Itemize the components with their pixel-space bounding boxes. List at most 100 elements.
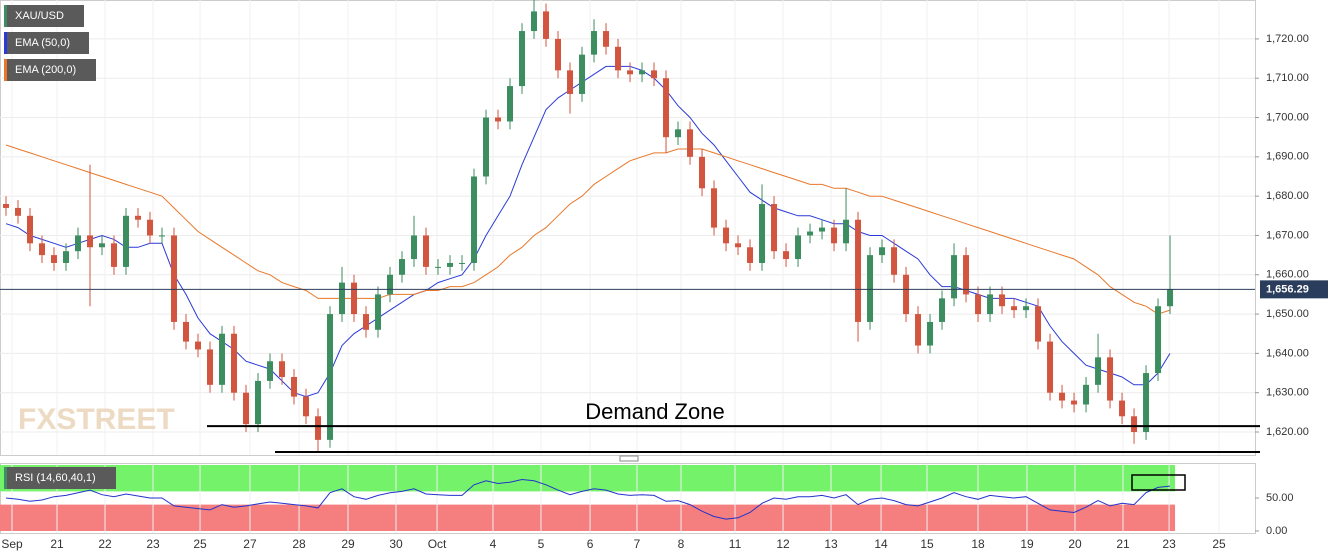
candle-body — [279, 361, 286, 377]
x-tick-label: 7 — [634, 537, 641, 551]
candle-body — [855, 219, 862, 322]
last-price-label: 1,656.29 — [1266, 283, 1309, 295]
candle-body — [771, 204, 778, 252]
pane-divider-handle[interactable] — [619, 455, 639, 462]
x-tick-label: 25 — [1212, 537, 1226, 551]
y-tick-label: 0.00 — [1266, 525, 1287, 537]
candle-body — [735, 243, 742, 248]
x-tick-label: 23 — [1162, 537, 1176, 551]
candle-body — [627, 70, 634, 75]
x-tick-label: 21 — [50, 537, 64, 551]
candle-body — [603, 31, 610, 47]
y-tick-label: 1,620.00 — [1266, 426, 1309, 438]
candle-body — [615, 46, 622, 71]
x-tick-label: 14 — [874, 537, 888, 551]
oversold-zone — [0, 504, 1176, 531]
x-tick-label: 29 — [341, 537, 355, 551]
legend-label: XAU/USD — [15, 10, 64, 22]
candle-body — [723, 227, 730, 244]
candle-body — [291, 376, 298, 397]
x-tick-label: 11 — [729, 537, 742, 551]
candle-body — [987, 294, 994, 315]
candle-body — [123, 215, 130, 267]
x-tick-label: 18 — [971, 537, 985, 551]
ema-line — [5, 144, 1171, 315]
y-tick-label: 1,640.00 — [1266, 347, 1309, 359]
legend-swatch — [4, 467, 7, 489]
x-tick-label: 22 — [98, 537, 112, 551]
candle-body — [975, 294, 982, 315]
legend-label: RSI (14,60,40,1) — [15, 472, 96, 484]
candle-body — [699, 156, 706, 189]
candle-body — [375, 294, 382, 330]
candle-body — [951, 255, 958, 299]
candle-body — [843, 219, 850, 244]
candle-body — [1059, 392, 1066, 401]
annotation: Demand Zone — [585, 399, 724, 424]
candle-body — [27, 215, 34, 244]
candle-body — [159, 235, 166, 237]
candle-body — [807, 231, 814, 236]
candle-body — [939, 298, 946, 322]
candle-body — [867, 255, 874, 322]
y-tick-label: 1,680.00 — [1266, 190, 1309, 202]
legend-label: EMA (200,0) — [15, 64, 76, 76]
candle-body — [1095, 357, 1102, 385]
y-tick-label: 1,630.00 — [1266, 387, 1309, 399]
candle-body — [903, 274, 910, 315]
x-tick-label: Oct — [428, 537, 447, 551]
candle-body — [195, 341, 202, 350]
candle-body — [531, 11, 538, 32]
candle-body — [171, 235, 178, 322]
candle-body — [267, 361, 274, 381]
x-tick-label: 30 — [389, 537, 403, 551]
candle-body — [1107, 357, 1114, 401]
last-price-box — [1260, 280, 1328, 299]
x-tick-label: 27 — [243, 537, 257, 551]
y-tick-label: 1,650.00 — [1266, 308, 1309, 320]
y-tick-label: 1,660.00 — [1266, 269, 1309, 281]
candle-body — [915, 314, 922, 346]
candle-body — [51, 255, 58, 263]
legend-box — [4, 467, 116, 489]
x-tick-label: 15 — [920, 537, 934, 551]
candle-body — [231, 333, 238, 393]
candle-body — [111, 243, 118, 267]
candle-body — [1119, 400, 1126, 417]
candle-body — [543, 11, 550, 39]
candle-body — [927, 321, 934, 346]
candle-body — [1047, 341, 1054, 393]
candle-body — [399, 259, 406, 275]
candle-body — [651, 70, 658, 79]
candle-body — [255, 380, 262, 425]
x-tick-label: 8 — [678, 537, 685, 551]
candle-body — [891, 247, 898, 275]
y-tick-label: 1,720.00 — [1266, 33, 1309, 45]
legend-swatch — [4, 59, 7, 81]
candle-body — [1023, 306, 1030, 311]
candle-body — [327, 314, 334, 440]
legend-swatch — [4, 32, 7, 54]
candle-body — [579, 54, 586, 94]
candle-body — [387, 274, 394, 295]
candle-body — [15, 207, 22, 216]
y-tick-label: 50.00 — [1266, 492, 1294, 504]
candle-body — [207, 349, 214, 385]
x-tick-label: 23 — [146, 537, 160, 551]
x-tick-label: 5 — [538, 537, 545, 551]
candle-body — [963, 255, 970, 295]
legend-swatch — [4, 5, 7, 27]
candle-body — [219, 333, 226, 385]
candle-body — [363, 314, 370, 330]
candle-body — [1131, 416, 1138, 433]
candle-body — [63, 251, 70, 263]
candle-body — [783, 251, 790, 260]
candle-body — [747, 247, 754, 263]
candle-body — [519, 31, 526, 87]
x-tick-label: 12 — [776, 537, 790, 551]
highlight-box — [1131, 474, 1186, 491]
candle-body — [795, 235, 802, 260]
candle-body — [999, 294, 1006, 307]
candle-body — [495, 117, 502, 122]
